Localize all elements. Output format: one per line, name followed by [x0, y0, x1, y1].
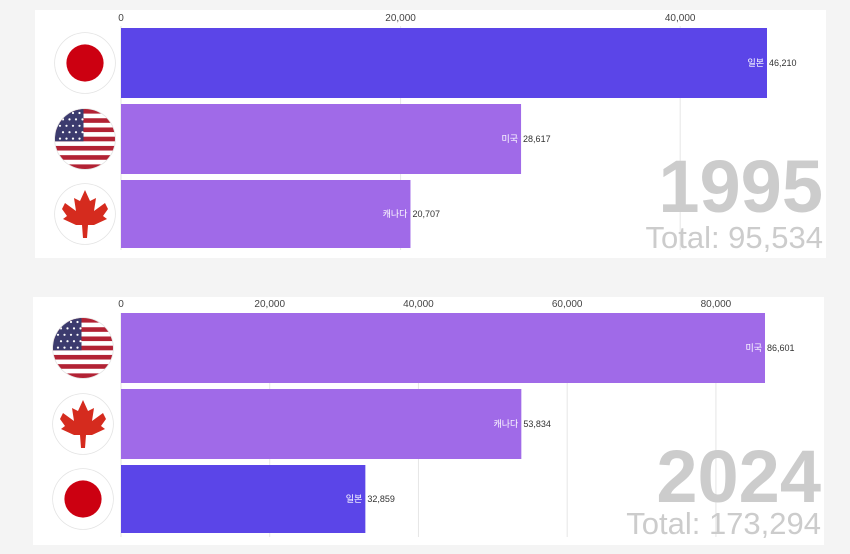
- bar-japan: [121, 28, 767, 98]
- x-tick-label: 40,000: [665, 13, 696, 24]
- total-label: Total: 95,534: [645, 220, 823, 255]
- year-label: 2024: [656, 435, 821, 518]
- bar-value-label: 28,617: [523, 134, 551, 144]
- canada-flag-icon: [54, 183, 116, 245]
- bar-japan: [121, 465, 366, 533]
- japan-flag-icon: [52, 468, 114, 530]
- usa-flag-icon: [54, 108, 116, 170]
- year-label: 1995: [658, 145, 823, 228]
- total-label: Total: 173,294: [626, 506, 821, 541]
- chart-panel-1995: 0 20,000 40,000 1995 Total: 95,534 일본 46,210 미국…: [35, 10, 826, 258]
- canada-flag-icon: [52, 393, 114, 455]
- bar-canada: [121, 389, 522, 459]
- bar-country-label: 미국: [501, 134, 518, 144]
- bar-country-label: 일본: [346, 494, 363, 504]
- bar-canada: [121, 180, 411, 248]
- x-tick-label: 0: [118, 299, 124, 310]
- chart-panel-2024: 0 20,000 40,000 60,000 80,000 2024 Total: 173,…: [33, 297, 824, 545]
- x-tick-label: 0: [118, 13, 124, 24]
- bar-country-label: 캐나다: [493, 419, 519, 429]
- bar-usa: [121, 313, 765, 383]
- usa-flag-icon: [52, 317, 114, 379]
- bar-value-label: 20,707: [412, 209, 440, 219]
- bar-country-label: 일본: [747, 58, 764, 68]
- bar-value-label: 53,834: [523, 419, 551, 429]
- bar-value-label: 86,601: [767, 343, 795, 353]
- bar-value-label: 46,210: [769, 58, 797, 68]
- x-tick-label: 40,000: [403, 299, 434, 310]
- x-tick-label: 80,000: [701, 299, 732, 310]
- x-tick-label: 60,000: [552, 299, 583, 310]
- japan-flag-icon: [54, 32, 116, 94]
- bar-value-label: 32,859: [367, 494, 395, 504]
- x-tick-label: 20,000: [254, 299, 285, 310]
- x-tick-label: 20,000: [385, 13, 416, 24]
- bar-country-label: 캐나다: [383, 209, 409, 219]
- bar-country-label: 미국: [745, 343, 762, 353]
- bar-usa: [121, 104, 522, 174]
